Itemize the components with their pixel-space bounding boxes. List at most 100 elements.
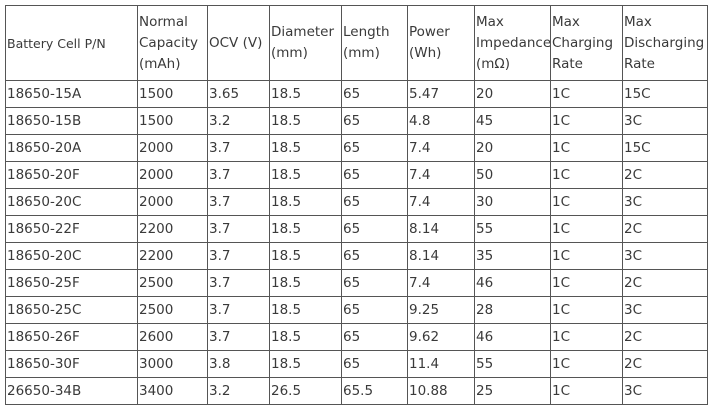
table-row: 26650-34B 3400 3.2 26.5 65.5 10.88 25 1C 3C (5, 377, 708, 405)
capacity-cell: 2500 (137, 296, 208, 324)
power-cell: 9.25 (407, 296, 475, 324)
power-cell: 4.8 (407, 107, 475, 135)
diameter-cell: 18.5 (269, 134, 342, 162)
discharging-rate-cell: 2C (622, 269, 708, 297)
header-row: Battery Cell P/N Normal Capacity (mAh) O… (5, 5, 708, 81)
table-row: 18650-20C 2200 3.7 18.5 65 8.14 35 1C 3C (5, 242, 708, 270)
power-cell: 8.14 (407, 242, 475, 270)
header-cell-length: Length (mm) (341, 5, 408, 81)
part-number-cell: 18650-20C (5, 188, 138, 216)
charging-rate-cell: 1C (550, 296, 623, 324)
charging-rate-cell: 1C (550, 350, 623, 378)
table-body: 18650-15A 1500 3.65 18.5 65 5.47 20 1C 15C 18650-… (5, 80, 708, 405)
charging-rate-cell: 1C (550, 215, 623, 243)
power-cell: 7.4 (407, 161, 475, 189)
battery-spec-table-container: Battery Cell P/N Normal Capacity (mAh) O… (5, 5, 708, 405)
charging-rate-cell: 1C (550, 269, 623, 297)
charging-rate-cell: 1C (550, 242, 623, 270)
diameter-cell: 18.5 (269, 350, 342, 378)
diameter-cell: 18.5 (269, 242, 342, 270)
power-cell: 9.62 (407, 323, 475, 351)
table-row: 18650-15A 1500 3.65 18.5 65 5.47 20 1C 15C (5, 80, 708, 108)
discharging-rate-cell: 3C (622, 377, 708, 405)
discharging-rate-cell: 15C (622, 134, 708, 162)
header-cell-power: Power (Wh) (407, 5, 475, 81)
impedance-cell: 30 (474, 188, 551, 216)
charging-rate-cell: 1C (550, 323, 623, 351)
table-row: 18650-26F 2600 3.7 18.5 65 9.62 46 1C 2C (5, 323, 708, 351)
capacity-cell: 2000 (137, 188, 208, 216)
impedance-cell: 25 (474, 377, 551, 405)
header-cell-ocv: OCV (V) (207, 5, 270, 81)
table-row: 18650-25C 2500 3.7 18.5 65 9.25 28 1C 3C (5, 296, 708, 324)
capacity-cell: 1500 (137, 107, 208, 135)
capacity-cell: 2200 (137, 215, 208, 243)
charging-rate-cell: 1C (550, 134, 623, 162)
diameter-cell: 18.5 (269, 215, 342, 243)
header-cell-charging-rate: Max Charging Rate (550, 5, 623, 81)
impedance-cell: 45 (474, 107, 551, 135)
ocv-cell: 3.7 (207, 134, 270, 162)
discharging-rate-cell: 3C (622, 107, 708, 135)
diameter-cell: 18.5 (269, 161, 342, 189)
ocv-cell: 3.7 (207, 161, 270, 189)
power-cell: 8.14 (407, 215, 475, 243)
length-cell: 65 (341, 269, 408, 297)
diameter-cell: 18.5 (269, 80, 342, 108)
impedance-cell: 55 (474, 215, 551, 243)
diameter-cell: 18.5 (269, 188, 342, 216)
part-number-cell: 18650-25C (5, 296, 138, 324)
ocv-cell: 3.7 (207, 269, 270, 297)
table-row: 18650-20A 2000 3.7 18.5 65 7.4 20 1C 15C (5, 134, 708, 162)
discharging-rate-cell: 2C (622, 161, 708, 189)
part-number-cell: 26650-34B (5, 377, 138, 405)
part-number-cell: 18650-25F (5, 269, 138, 297)
table-row: 18650-20C 2000 3.7 18.5 65 7.4 30 1C 3C (5, 188, 708, 216)
charging-rate-cell: 1C (550, 188, 623, 216)
impedance-cell: 35 (474, 242, 551, 270)
ocv-cell: 3.2 (207, 377, 270, 405)
capacity-cell: 2500 (137, 269, 208, 297)
part-number-cell: 18650-20C (5, 242, 138, 270)
header-cell-discharging-rate: Max Discharging Rate (622, 5, 708, 81)
charging-rate-cell: 1C (550, 377, 623, 405)
battery-spec-table: Battery Cell P/N Normal Capacity (mAh) O… (5, 5, 708, 405)
length-cell: 65 (341, 296, 408, 324)
diameter-cell: 18.5 (269, 107, 342, 135)
header-cell-impedance: Max Impedance (mΩ) (474, 5, 551, 81)
length-cell: 65 (341, 350, 408, 378)
power-cell: 10.88 (407, 377, 475, 405)
part-number-cell: 18650-30F (5, 350, 138, 378)
impedance-cell: 50 (474, 161, 551, 189)
diameter-cell: 26.5 (269, 377, 342, 405)
discharging-rate-cell: 3C (622, 242, 708, 270)
discharging-rate-cell: 2C (622, 350, 708, 378)
power-cell: 5.47 (407, 80, 475, 108)
part-number-cell: 18650-15A (5, 80, 138, 108)
table-row: 18650-22F 2200 3.7 18.5 65 8.14 55 1C 2C (5, 215, 708, 243)
header-cell-diameter: Diameter (mm) (269, 5, 342, 81)
impedance-cell: 46 (474, 269, 551, 297)
length-cell: 65 (341, 80, 408, 108)
discharging-rate-cell: 15C (622, 80, 708, 108)
capacity-cell: 3000 (137, 350, 208, 378)
discharging-rate-cell: 3C (622, 296, 708, 324)
ocv-cell: 3.7 (207, 296, 270, 324)
discharging-rate-cell: 3C (622, 188, 708, 216)
length-cell: 65 (341, 134, 408, 162)
ocv-cell: 3.7 (207, 242, 270, 270)
power-cell: 7.4 (407, 188, 475, 216)
ocv-cell: 3.7 (207, 215, 270, 243)
length-cell: 65 (341, 215, 408, 243)
impedance-cell: 20 (474, 134, 551, 162)
length-cell: 65 (341, 242, 408, 270)
header-cell-part-number: Battery Cell P/N (5, 5, 138, 81)
table-row: 18650-20F 2000 3.7 18.5 65 7.4 50 1C 2C (5, 161, 708, 189)
diameter-cell: 18.5 (269, 323, 342, 351)
capacity-cell: 2600 (137, 323, 208, 351)
diameter-cell: 18.5 (269, 269, 342, 297)
ocv-cell: 3.7 (207, 323, 270, 351)
part-number-cell: 18650-20A (5, 134, 138, 162)
length-cell: 65.5 (341, 377, 408, 405)
length-cell: 65 (341, 161, 408, 189)
